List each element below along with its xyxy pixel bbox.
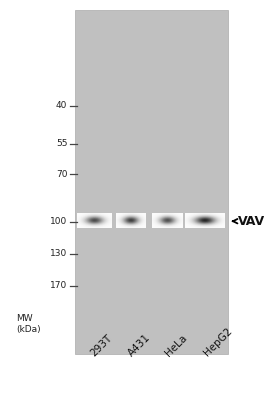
Text: HeLa: HeLa <box>164 332 189 358</box>
Text: 130: 130 <box>50 250 67 258</box>
Text: 293T: 293T <box>88 332 114 358</box>
Text: 55: 55 <box>56 140 67 148</box>
Text: MW
(kDa): MW (kDa) <box>16 314 40 334</box>
Text: HepG2: HepG2 <box>202 326 234 358</box>
Bar <box>75 10 228 354</box>
Text: 100: 100 <box>50 218 67 226</box>
Text: 170: 170 <box>50 282 67 290</box>
Text: 70: 70 <box>56 170 67 178</box>
Text: A431: A431 <box>127 332 153 358</box>
Text: VAV2: VAV2 <box>238 215 264 228</box>
Text: 40: 40 <box>56 102 67 110</box>
